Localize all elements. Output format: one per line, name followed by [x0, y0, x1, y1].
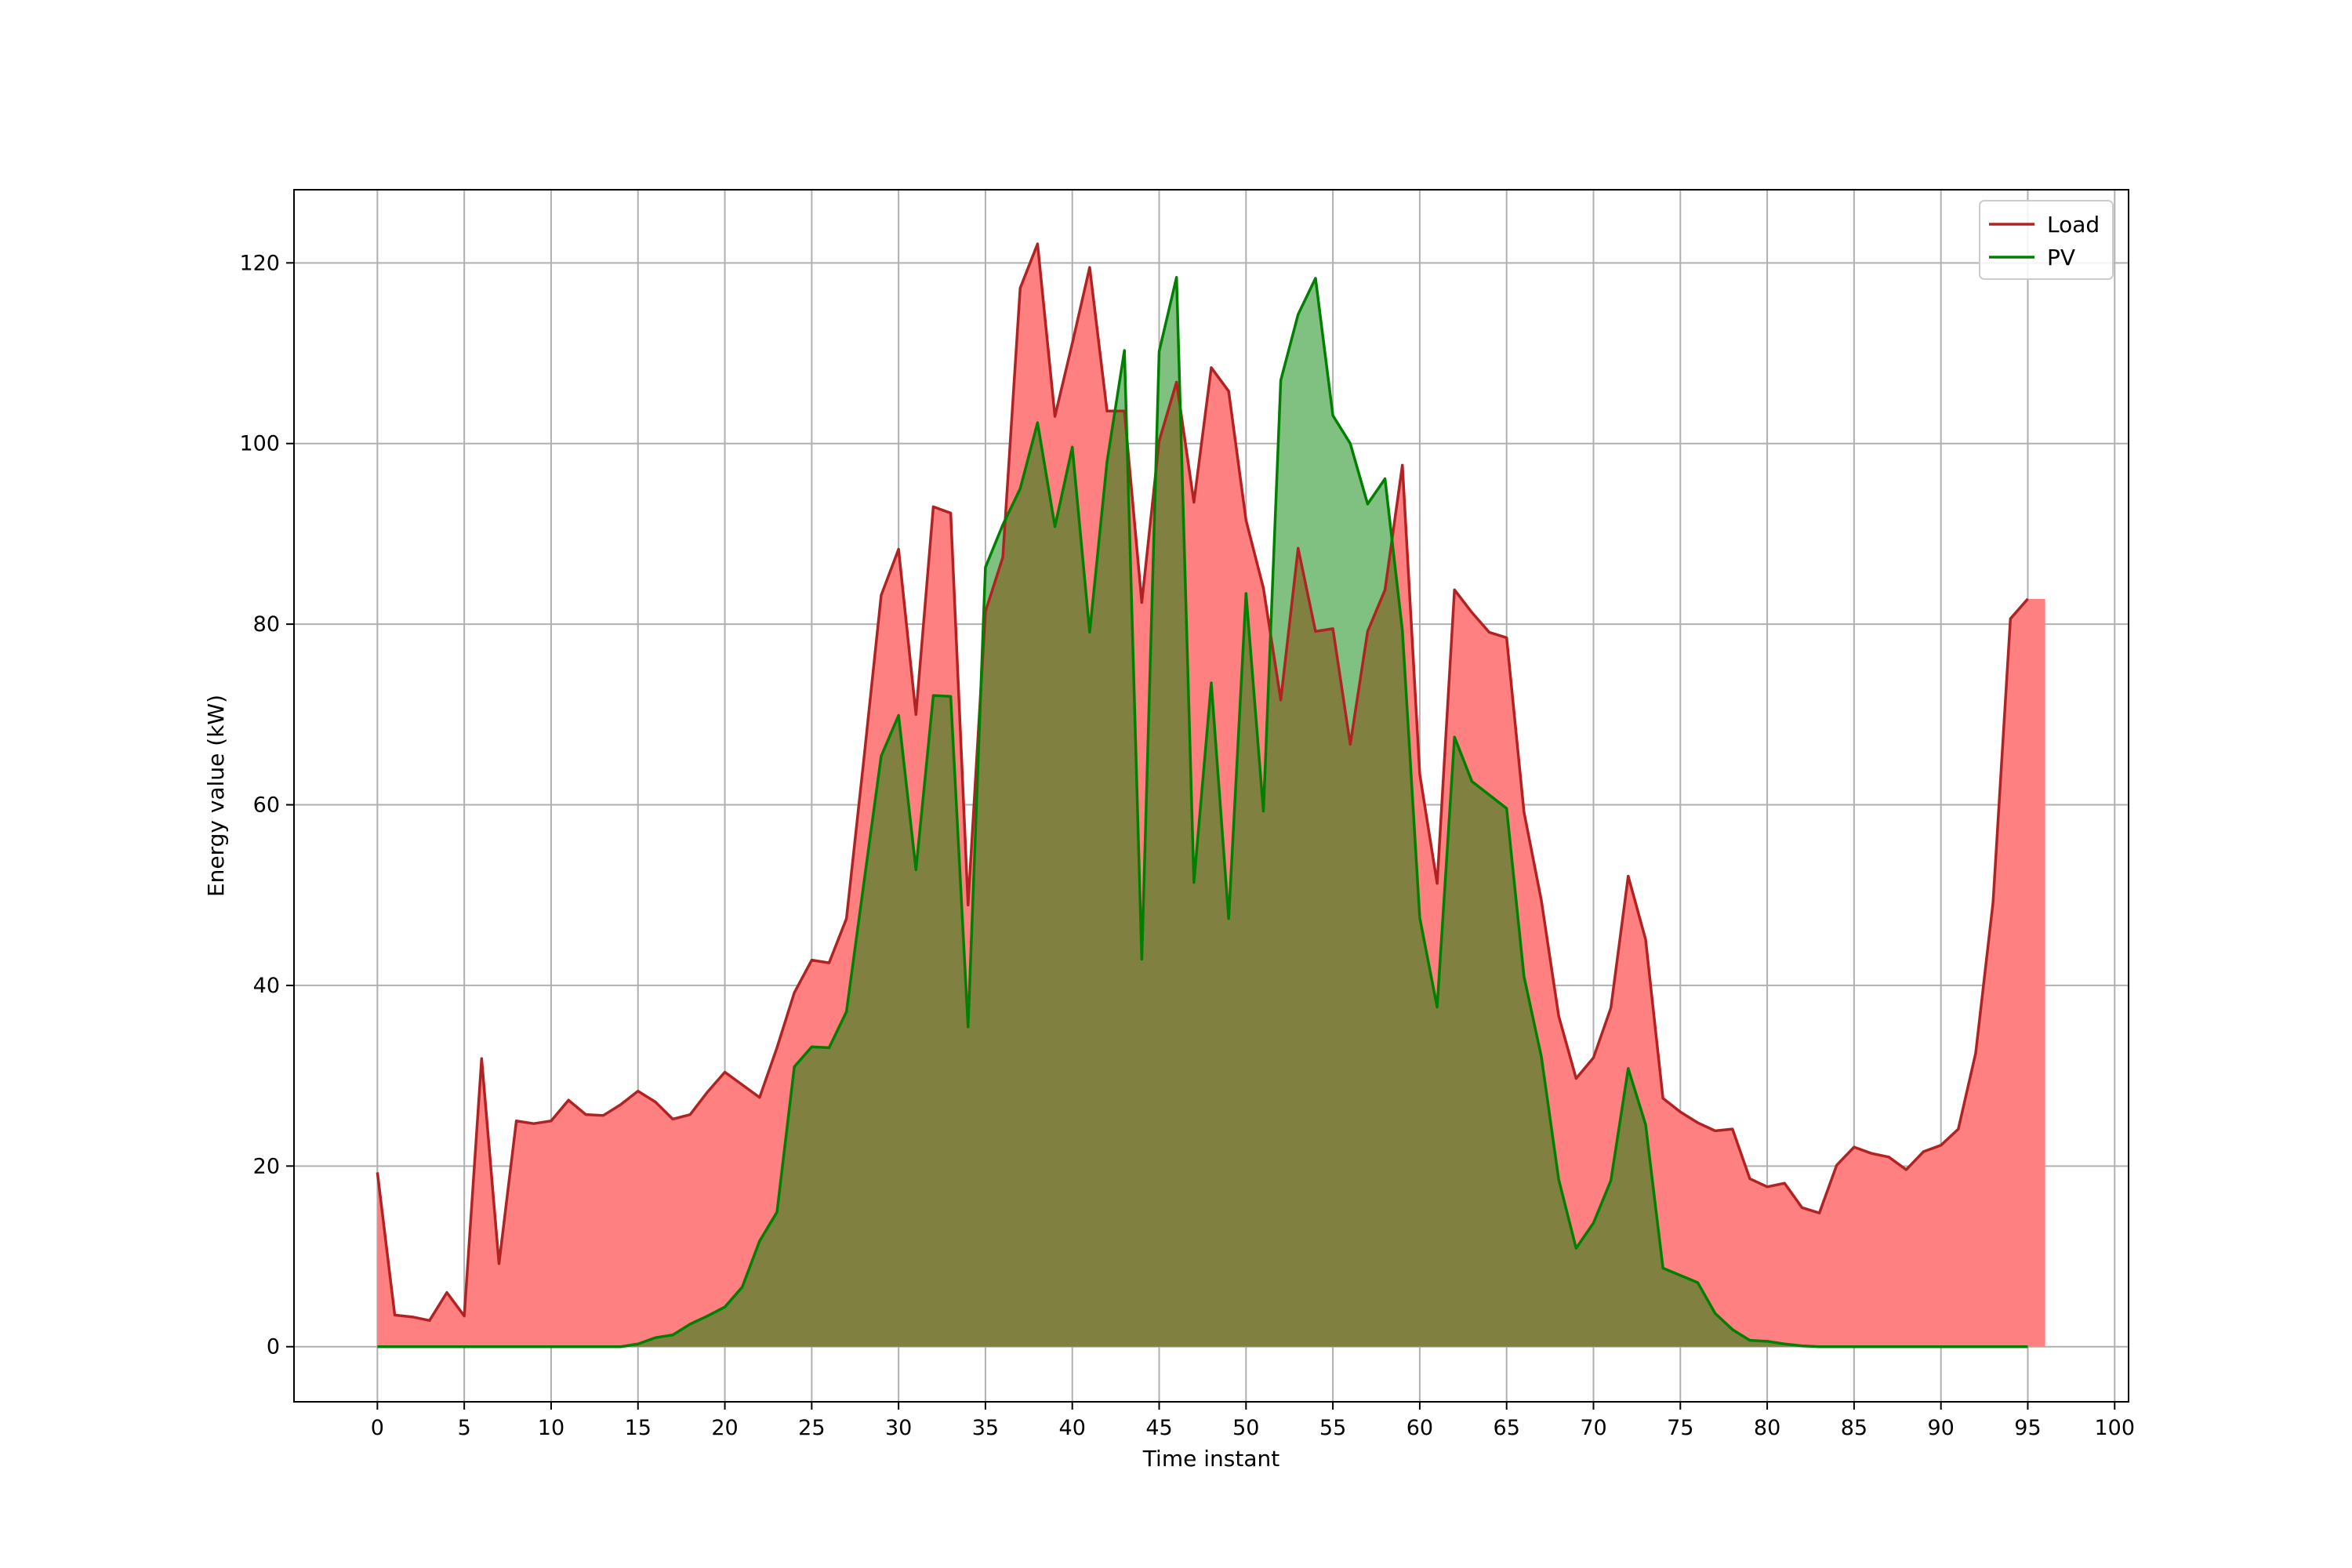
y-tick-label: 100: [239, 432, 280, 456]
x-tick-label: 100: [2094, 1416, 2135, 1440]
legend: Load PV: [1979, 200, 2114, 280]
y-axis-ticks: 0 20 40 60 80 100 120: [239, 251, 294, 1359]
x-tick-label: 75: [1667, 1416, 1693, 1440]
x-tick-label: 35: [972, 1416, 999, 1440]
x-tick-label: 70: [1580, 1416, 1606, 1440]
load-series-line: [376, 242, 2029, 1323]
x-axis-ticks: 0 5 10 15 20 25 30 35 40 45 50 55 60 65 70 75 80 85 90 95 10…: [371, 1402, 2135, 1440]
y-tick-label: 80: [253, 612, 280, 637]
legend-pv-label: PV: [2047, 245, 2075, 270]
y-tick-label: 0: [267, 1335, 280, 1359]
legend-box: [1979, 200, 2114, 280]
x-tick-label: 30: [885, 1416, 912, 1440]
y-tick-label: 120: [239, 251, 280, 275]
x-tick-label: 10: [538, 1416, 564, 1440]
x-tick-label: 65: [1494, 1416, 1520, 1440]
x-tick-label: 25: [798, 1416, 825, 1440]
x-tick-label: 90: [1928, 1416, 1955, 1440]
x-tick-label: 85: [1841, 1416, 1867, 1440]
x-tick-label: 45: [1145, 1416, 1172, 1440]
y-tick-label: 40: [253, 974, 280, 998]
x-axis-label: Time instant: [1142, 1446, 1279, 1472]
legend-load-label: Load: [2047, 212, 2100, 238]
x-tick-label: 80: [1754, 1416, 1780, 1440]
x-tick-label: 40: [1059, 1416, 1086, 1440]
series-lines: [376, 242, 2029, 1348]
x-tick-label: 20: [711, 1416, 738, 1440]
x-tick-label: 60: [1406, 1416, 1433, 1440]
area-fills: [377, 244, 2045, 1347]
x-tick-label: 50: [1232, 1416, 1259, 1440]
y-axis-label: Energy value (kW): [203, 695, 229, 897]
x-tick-label: 55: [1319, 1416, 1346, 1440]
x-tick-label: 15: [625, 1416, 652, 1440]
y-tick-label: 60: [253, 793, 280, 818]
x-tick-label: 95: [2014, 1416, 2041, 1440]
x-tick-label: 5: [458, 1416, 471, 1440]
plot-frame: [293, 189, 2129, 1403]
y-tick-label: 20: [253, 1154, 280, 1178]
pv-series-line: [377, 275, 2028, 1348]
x-tick-label: 0: [371, 1416, 384, 1440]
